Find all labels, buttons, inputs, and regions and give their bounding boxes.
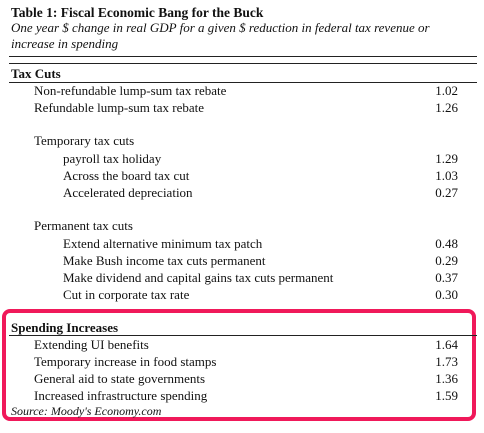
row-value: 0.37 — [435, 270, 458, 285]
permanent-tax-cuts-heading: Permanent tax cuts — [34, 218, 133, 233]
row-value: 1.59 — [435, 388, 458, 403]
spending-heading: Spending Increases — [11, 320, 119, 335]
top-rule — [9, 56, 477, 57]
spending-highlight-box — [2, 309, 476, 421]
row-label: payroll tax holiday — [63, 151, 162, 166]
table-row: Cut in corporate tax rate 0.30 — [0, 286, 470, 303]
row-label: Make Bush income tax cuts permanent — [63, 253, 266, 268]
row-value: 0.29 — [435, 253, 458, 268]
table-row: Accelerated depreciation 0.27 — [0, 184, 470, 201]
row-label: Make dividend and capital gains tax cuts… — [63, 270, 334, 285]
row-label: Extend alternative minimum tax patch — [63, 236, 263, 251]
row-value: 1.73 — [435, 354, 458, 369]
tax-cuts-heading: Tax Cuts — [11, 66, 61, 81]
table-row: Extending UI benefits 1.64 — [0, 336, 470, 353]
row-value: 0.27 — [435, 185, 458, 200]
table-row: Non-refundable lump-sum tax rebate 1.02 — [0, 82, 470, 99]
row-label: Across the board tax cut — [63, 168, 190, 183]
row-value: 1.03 — [435, 168, 458, 183]
row-value: 0.30 — [435, 287, 458, 302]
temporary-tax-cuts-heading: Temporary tax cuts — [34, 133, 135, 148]
table-row: Across the board tax cut 1.03 — [0, 167, 470, 184]
table-row: Increased infrastructure spending 1.59 — [0, 387, 470, 404]
table-row: Temporary increase in food stamps 1.73 — [0, 353, 470, 370]
table-row: Extend alternative minimum tax patch 0.4… — [0, 235, 470, 252]
table-subtitle: One year $ change in real GDP for a give… — [11, 20, 430, 51]
spending-rule — [9, 335, 477, 336]
row-label: Refundable lump-sum tax rebate — [34, 100, 205, 115]
row-value: 0.48 — [435, 236, 458, 251]
table-row: Make dividend and capital gains tax cuts… — [0, 269, 470, 286]
row-label: Extending UI benefits — [34, 337, 149, 352]
row-value: 1.29 — [435, 151, 458, 166]
table-row: payroll tax holiday 1.29 — [0, 150, 470, 167]
table-title: Table 1: Fiscal Economic Bang for the Bu… — [11, 5, 264, 20]
row-value: 1.02 — [435, 83, 458, 98]
tax-cuts-rule — [9, 82, 477, 83]
table-row: Make Bush income tax cuts permanent 0.29 — [0, 252, 470, 269]
row-label: Cut in corporate tax rate — [63, 287, 190, 302]
row-label: General aid to state governments — [34, 371, 206, 386]
table-row: Refundable lump-sum tax rebate 1.26 — [0, 99, 470, 116]
top-rule-2 — [9, 63, 477, 64]
row-label: Non-refundable lump-sum tax rebate — [34, 83, 227, 98]
source-note: Source: Moody's Economy.com — [11, 404, 162, 418]
row-label: Accelerated depreciation — [63, 185, 193, 200]
row-value: 1.36 — [435, 371, 458, 386]
table-row: General aid to state governments 1.36 — [0, 370, 470, 387]
row-label: Increased infrastructure spending — [34, 388, 208, 403]
row-value: 1.26 — [435, 100, 458, 115]
row-label: Temporary increase in food stamps — [34, 354, 217, 369]
row-value: 1.64 — [435, 337, 458, 352]
